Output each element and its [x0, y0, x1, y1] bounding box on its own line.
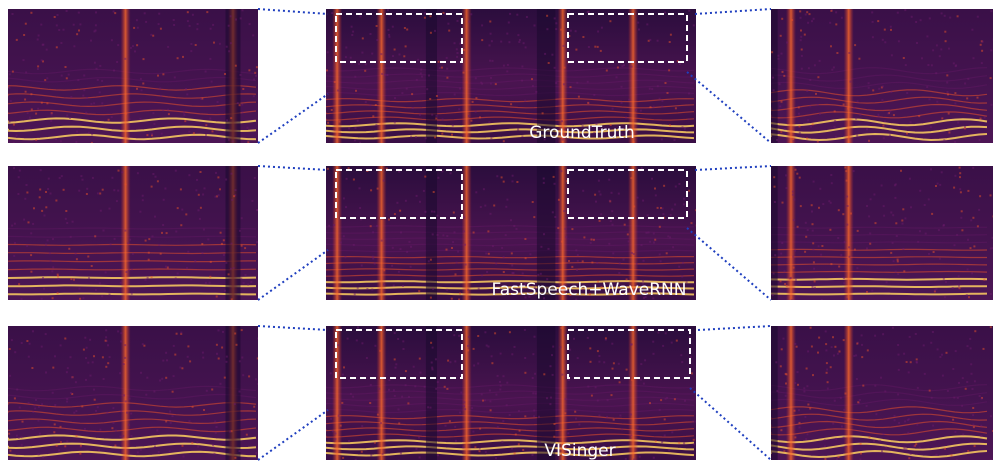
zoom-connector-line	[257, 8, 329, 15]
zoom-connector-line	[697, 325, 772, 331]
zoom-connector-line	[257, 249, 329, 301]
zoom-connector-line	[257, 165, 329, 171]
zoom-highlight-box	[335, 329, 463, 379]
zoom-left-panel	[8, 326, 258, 460]
spectrogram-texture-panel	[326, 9, 695, 143]
spectrogram-texture-panel	[8, 9, 258, 143]
spectrogram-texture-panel	[8, 326, 258, 460]
zoom-right-panel	[771, 326, 993, 460]
zoom-connector-line	[257, 409, 329, 461]
zoom-highlight-box	[335, 169, 463, 219]
spectrogram-texture-panel	[771, 166, 993, 300]
zoom-connector-line	[686, 71, 772, 144]
spectrogram-texture-panel	[771, 326, 993, 460]
label-visinger: VISinger	[544, 441, 615, 461]
zoom-connector-line	[257, 325, 329, 331]
spectrogram-texture-panel	[326, 326, 696, 460]
spectrogram-texture-panel	[8, 166, 258, 300]
zoom-highlight-box	[567, 169, 688, 219]
zoom-highlight-box	[335, 13, 463, 63]
spectrogram-texture	[8, 9, 993, 460]
zoom-overlays	[257, 8, 772, 461]
zoom-left-panel	[8, 9, 258, 143]
row-fastspeech-wavernn	[8, 166, 993, 300]
zoom-highlight-box	[567, 329, 691, 379]
spectrogram-texture-panel	[326, 166, 696, 300]
zoom-connector-line	[694, 165, 772, 171]
label-groundtruth: GroundTruth	[529, 123, 635, 143]
zoom-connector-line	[689, 387, 772, 461]
zoom-connector-line	[694, 8, 772, 15]
spectrogram-texture-panel	[771, 9, 993, 143]
zoom-highlight-box	[567, 13, 688, 63]
zoom-right-panel	[771, 166, 993, 300]
zoom-connector-line	[686, 227, 772, 301]
zoom-connector-line	[257, 93, 329, 144]
label-fastspeech-wavernn: FastSpeech+WaveRNN	[492, 280, 687, 300]
